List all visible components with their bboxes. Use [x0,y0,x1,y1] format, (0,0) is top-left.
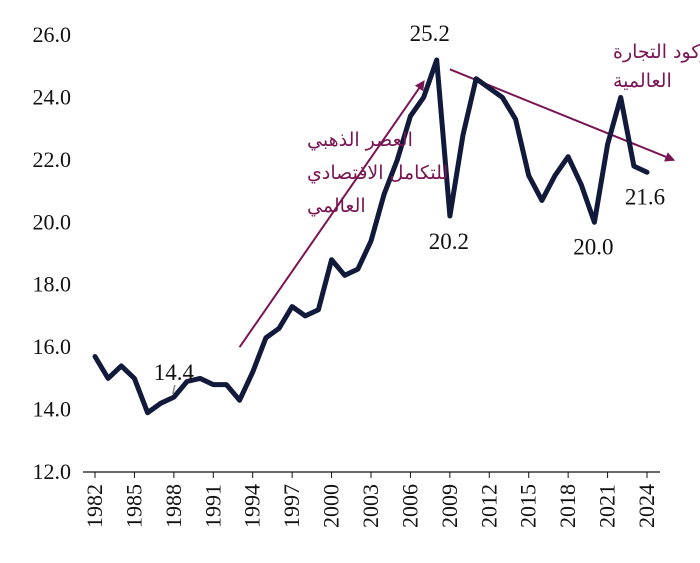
x-tick-label: 1997 [279,484,304,528]
x-tick-label: 2009 [437,484,462,528]
annotation-arrow [238,80,425,348]
x-tick-label: 1994 [240,484,265,528]
x-tick-label: 1991 [200,484,225,528]
x-tick-label: 2003 [358,484,383,528]
annotation-text: العالمية [613,70,672,92]
x-tick-label: 2015 [516,484,541,528]
y-tick-label: 26.0 [33,22,72,47]
x-tick-label: 1988 [161,484,186,528]
x-tick-label: 2006 [397,484,422,528]
x-tick-label: 2000 [319,484,344,528]
data-label: 14.4 [154,360,195,385]
x-tick-label: 1985 [121,484,146,528]
annotation-text: للتكامل الاقتصادي [307,162,448,184]
y-tick-label: 16.0 [33,334,72,359]
x-tick-label: 2024 [634,484,659,528]
data-label: 21.6 [625,184,665,209]
x-tick-label: 2018 [555,484,580,528]
x-tick-label: 2021 [595,484,620,528]
annotation-text: ركود التجارة [613,41,700,63]
x-tick-label: 1982 [82,484,107,528]
x-tick-label: 2012 [476,484,501,528]
data-label: 20.2 [429,229,469,254]
y-tick-label: 14.0 [33,397,72,422]
annotation-text: العصر الذهبي [307,129,413,151]
y-tick-label: 24.0 [33,84,72,109]
y-tick-label: 20.0 [33,209,72,234]
y-tick-label: 22.0 [33,147,72,172]
data-label: 25.2 [410,21,450,46]
annotation-text: العالمي [307,195,366,217]
data-label: 20.0 [573,234,613,259]
data-label-leader [172,384,176,395]
series-line [92,57,650,416]
y-tick-label: 12.0 [33,459,72,484]
y-tick-label: 18.0 [33,272,72,297]
